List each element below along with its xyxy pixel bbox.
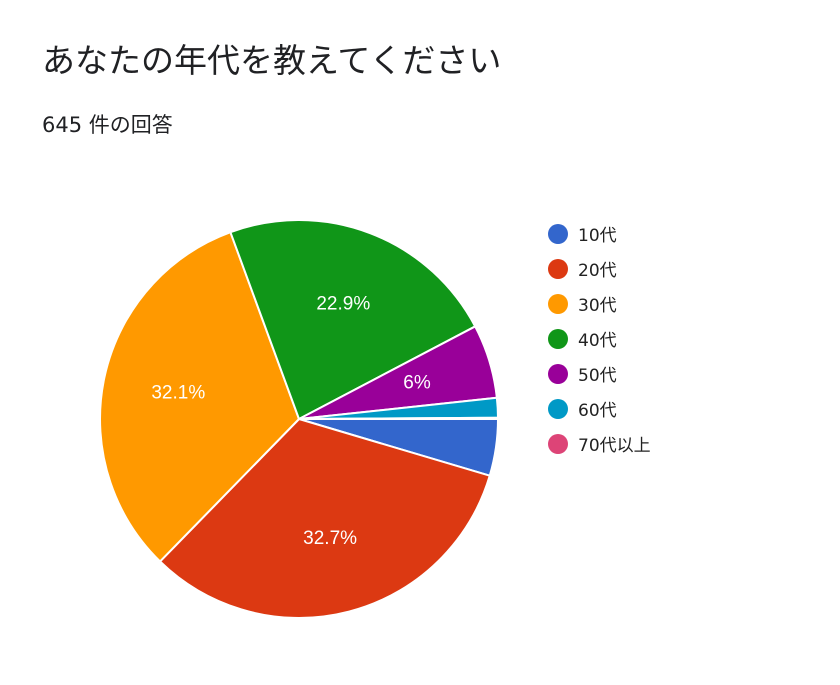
legend-swatch (548, 258, 568, 279)
legend-label: 10代 (578, 226, 617, 246)
slice-data-label-3: 32.1% (151, 383, 205, 404)
legend-item: 70代以上 (548, 426, 651, 461)
pie-slice-4 (229, 219, 477, 420)
pie-slice-7 (298, 416, 500, 420)
legend-swatch (548, 223, 568, 244)
legend-label: 70代以上 (578, 436, 651, 456)
legend-item: 20代 (548, 251, 651, 286)
chart-title: あなたの年代を教えてください (42, 41, 502, 80)
slice-data-label-2: 32.7% (303, 528, 357, 549)
legend-label: 60代 (578, 401, 617, 421)
legend-swatch (548, 328, 568, 349)
response-count: 645 件の回答 (42, 113, 173, 137)
legend-swatch (548, 398, 568, 419)
legend-item: 40代 (548, 321, 651, 356)
pie-slice-3 (99, 231, 300, 563)
legend-swatch (548, 433, 568, 454)
legend-item: 10代 (548, 216, 651, 251)
pie-slice-2 (159, 418, 491, 619)
legend-item: 50代 (548, 356, 651, 391)
legend-swatch (548, 363, 568, 384)
legend-label: 30代 (578, 296, 617, 316)
legend-swatch (548, 293, 568, 314)
legend-item: 30代 (548, 286, 651, 321)
legend-label: 50代 (578, 366, 617, 386)
legend-label: 20代 (578, 261, 617, 281)
slice-data-label-5: 6% (403, 373, 431, 394)
legend-item: 60代 (548, 391, 651, 426)
chart-legend: 10代 20代 30代 40代 50代 60代 70代以上 (548, 216, 651, 461)
slice-data-label-4: 22.9% (316, 293, 370, 314)
legend-label: 40代 (578, 331, 617, 351)
